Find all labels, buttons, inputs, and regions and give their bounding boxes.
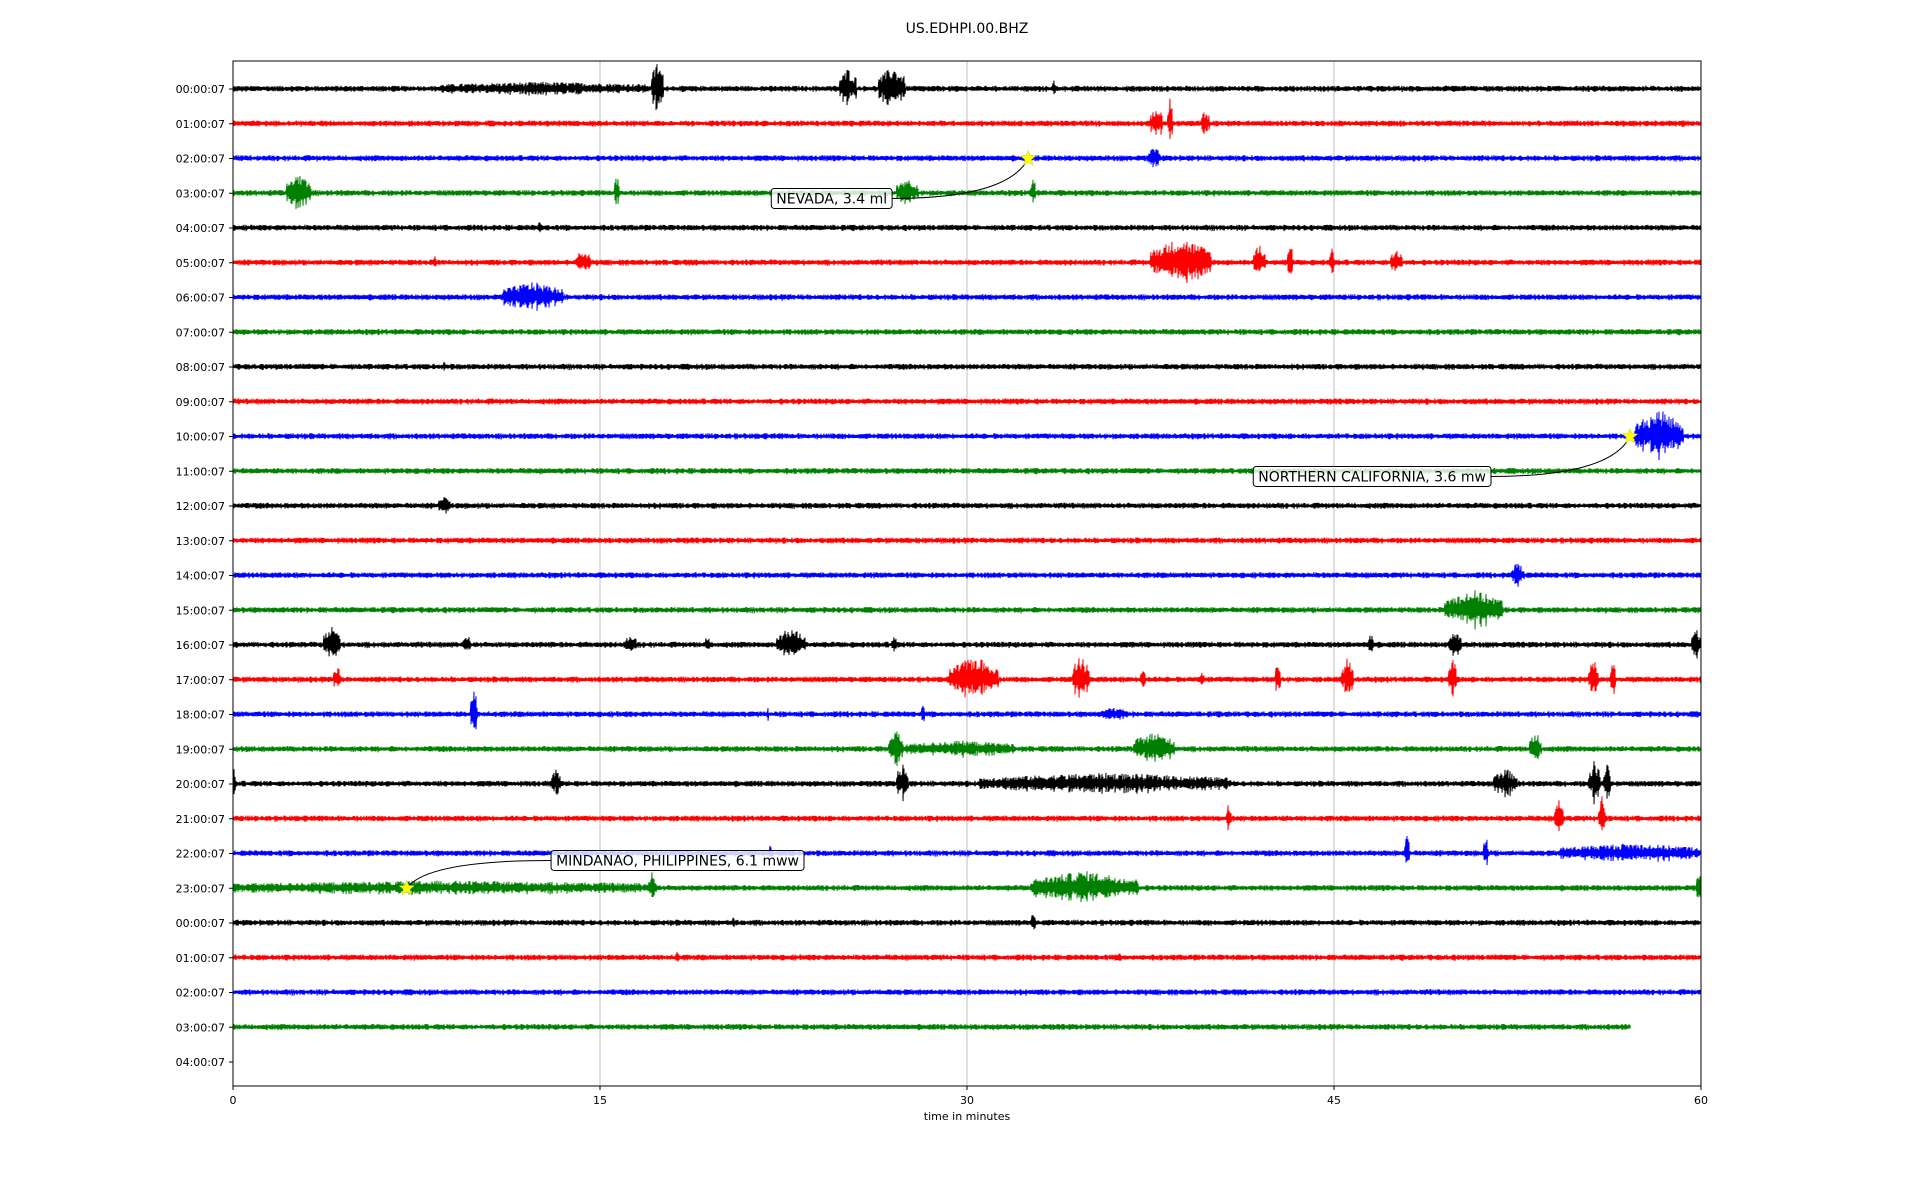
trace-row-15	[232, 590, 1702, 630]
trace-row-24	[232, 915, 1702, 930]
trace-row-23	[232, 871, 1702, 903]
event-star	[1019, 149, 1037, 166]
row-time-label: 08:00:07	[176, 361, 225, 374]
event-star	[398, 879, 415, 896]
x-tick-label: 60	[1694, 1094, 1708, 1107]
row-time-label: 07:00:07	[176, 326, 225, 339]
row-time-label: 17:00:07	[176, 674, 225, 687]
row-time-label: 23:00:07	[176, 882, 225, 895]
row-time-label: 09:00:07	[176, 396, 225, 409]
row-time-label: 05:00:07	[176, 257, 225, 270]
trace-row-18	[232, 691, 1702, 730]
event-annotation: NORTHERN CALIFORNIA, 3.6 mw	[1252, 427, 1639, 487]
row-time-label: 02:00:07	[176, 153, 225, 166]
trace-row-12	[232, 497, 1702, 514]
trace-row-6	[232, 282, 1702, 311]
trace-row-17	[232, 658, 1702, 698]
event-connector	[1491, 436, 1631, 477]
row-time-label: 11:00:07	[176, 465, 225, 478]
row-time-label: 10:00:07	[176, 431, 225, 444]
row-time-label: 19:00:07	[176, 743, 225, 756]
row-time-label: 12:00:07	[176, 500, 225, 513]
row-time-label: 13:00:07	[176, 535, 225, 548]
x-tick-label: 30	[960, 1094, 974, 1107]
row-time-label: 22:00:07	[176, 848, 225, 861]
row-time-label: 18:00:07	[176, 709, 225, 722]
trace-row-22	[232, 835, 1702, 866]
row-time-label: 20:00:07	[176, 778, 225, 791]
trace-row-20	[232, 761, 1702, 805]
trace-row-0	[232, 64, 1702, 111]
trace-row-2	[232, 148, 1702, 168]
trace-row-21	[232, 796, 1702, 832]
trace-row-3	[232, 175, 1702, 210]
trace-row-4	[232, 222, 1702, 233]
row-time-label: 00:00:07	[176, 917, 225, 930]
trace-row-25	[232, 951, 1702, 962]
event-label: NEVADA, 3.4 ml	[776, 191, 887, 207]
trace-layer	[232, 64, 1702, 1031]
row-time-label: 01:00:07	[176, 952, 225, 965]
row-time-label: 14:00:07	[176, 570, 225, 583]
event-annotation: MINDANAO, PHILIPPINES, 6.1 mww	[398, 849, 805, 896]
x-tick-label: 0	[230, 1094, 237, 1107]
row-time-label: 15:00:07	[176, 604, 225, 617]
row-time-label: 03:00:07	[176, 1021, 225, 1034]
trace-row-9	[232, 398, 1702, 405]
trace-row-14	[232, 563, 1702, 587]
x-axis-ticks: 0 15 30 45 60	[230, 1086, 1708, 1107]
trace-row-5	[232, 241, 1702, 284]
event-star	[1621, 427, 1639, 444]
x-tick-label: 45	[1327, 1094, 1341, 1107]
row-time-labels: 00:00:07 01:00:07 02:00:07 03:00:07 04:00:07…	[176, 83, 233, 1069]
row-time-label: 04:00:07	[176, 1056, 225, 1069]
row-time-label: 16:00:07	[176, 639, 225, 652]
row-time-label: 06:00:07	[176, 292, 225, 305]
x-tick-label: 15	[593, 1094, 607, 1107]
trace-row-19	[232, 731, 1702, 766]
trace-row-16	[232, 626, 1702, 659]
row-time-label: 00:00:07	[176, 83, 225, 96]
trace-row-10	[232, 411, 1702, 461]
row-time-label: 21:00:07	[176, 813, 225, 826]
trace-row-1	[232, 98, 1702, 140]
row-time-label: 02:00:07	[176, 987, 225, 1000]
event-layer: NEVADA, 3.4 ml NORTHERN CALIFORNIA, 3.6 m…	[398, 149, 1639, 896]
event-label-box	[770, 187, 893, 209]
event-annotation: NEVADA, 3.4 ml	[770, 149, 1037, 209]
event-label: NORTHERN CALIFORNIA, 3.6 mw	[1258, 469, 1486, 485]
chart-title: US.EDHPI.00.BHZ	[906, 21, 1029, 37]
trace-row-26	[232, 989, 1702, 996]
x-axis-label: time in minutes	[924, 1110, 1011, 1123]
trace-row-8	[232, 361, 1702, 371]
row-time-label: 04:00:07	[176, 222, 225, 235]
trace-row-27	[232, 1023, 1631, 1031]
event-connector	[406, 859, 552, 889]
event-label: MINDANAO, PHILIPPINES, 6.1 mww	[556, 853, 799, 869]
row-time-label: 03:00:07	[176, 187, 225, 200]
trace-row-7	[232, 328, 1702, 336]
event-connector	[892, 158, 1029, 199]
trace-row-13	[232, 537, 1702, 544]
row-time-label: 01:00:07	[176, 118, 225, 131]
